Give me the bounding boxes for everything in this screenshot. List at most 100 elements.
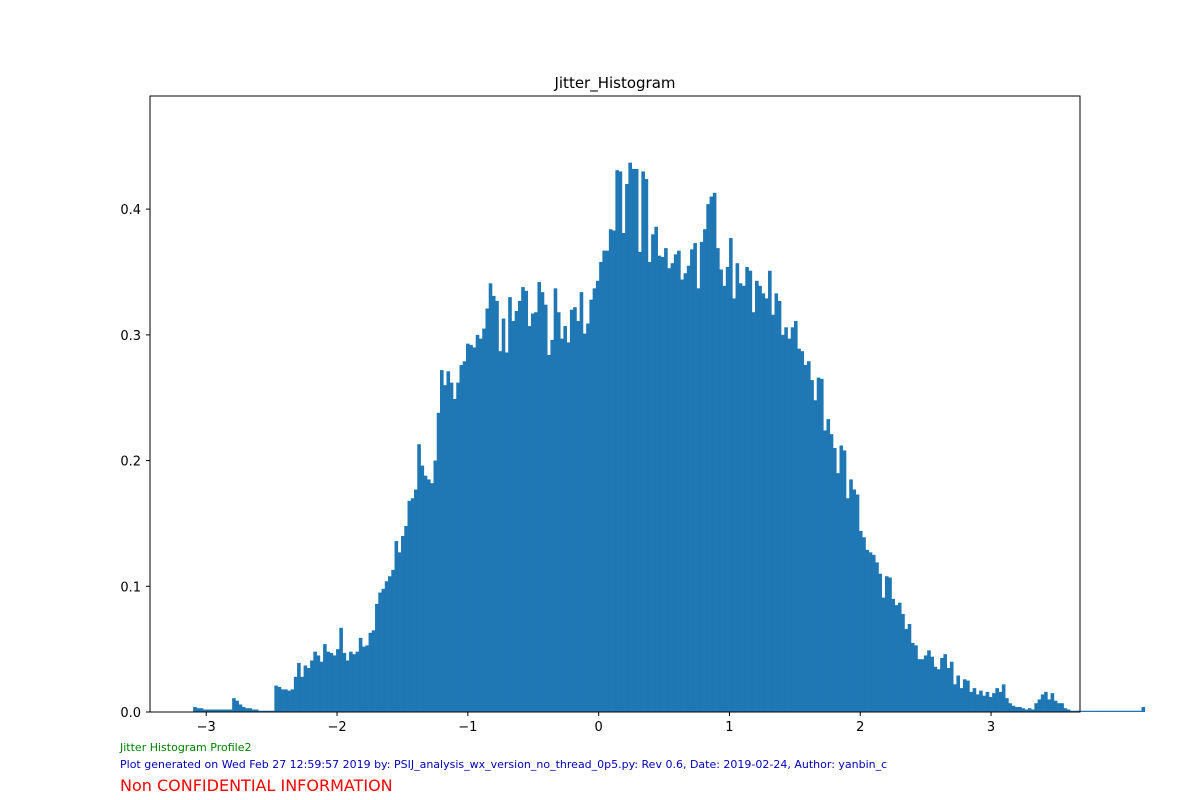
histogram-bar bbox=[375, 603, 379, 712]
histogram-bar bbox=[404, 525, 408, 712]
histogram-bar bbox=[245, 708, 249, 712]
histogram-bar bbox=[222, 709, 226, 712]
histogram-bar bbox=[625, 184, 629, 712]
histogram-bar bbox=[530, 313, 535, 712]
histogram-bar bbox=[1079, 710, 1084, 712]
histogram-bar bbox=[534, 312, 538, 712]
histogram-bar bbox=[884, 576, 889, 712]
histogram-bar bbox=[940, 657, 944, 712]
histogram-bar bbox=[654, 226, 658, 713]
histogram-bar bbox=[709, 196, 714, 712]
histogram-bar bbox=[673, 254, 678, 712]
x-tick-label: 2 bbox=[856, 720, 864, 735]
histogram-bar bbox=[992, 693, 996, 712]
histogram-bar bbox=[966, 680, 970, 712]
histogram-bar bbox=[488, 283, 493, 712]
histogram-bar bbox=[498, 351, 503, 712]
histogram-bar bbox=[943, 654, 948, 712]
histogram-bar bbox=[605, 250, 610, 712]
histogram-bar bbox=[339, 627, 343, 712]
histogram-bar bbox=[238, 704, 243, 712]
histogram-bar bbox=[586, 323, 590, 712]
histogram-bar bbox=[280, 689, 285, 712]
histogram-bar bbox=[638, 251, 642, 712]
histogram-bar bbox=[751, 312, 756, 712]
histogram-bar bbox=[745, 266, 749, 712]
histogram-bar bbox=[1057, 703, 1061, 712]
histogram-bar bbox=[388, 576, 392, 712]
histogram-bar bbox=[832, 448, 837, 712]
histogram-bar bbox=[959, 688, 964, 712]
histogram-bar bbox=[517, 300, 522, 712]
histogram-bar bbox=[284, 689, 288, 712]
histogram-bar bbox=[1034, 703, 1038, 712]
x-tick-label: −1 bbox=[458, 720, 477, 735]
histogram-bar bbox=[602, 250, 606, 712]
histogram-bar bbox=[631, 168, 636, 712]
chart-title: Jitter_Histogram bbox=[553, 74, 675, 93]
histogram-bar bbox=[1047, 699, 1051, 712]
histogram-bar bbox=[852, 489, 857, 712]
histogram-bar bbox=[927, 650, 931, 712]
histogram-bar bbox=[290, 689, 295, 712]
histogram-bar bbox=[595, 280, 600, 712]
histogram-bar bbox=[953, 684, 957, 712]
histogram-bar bbox=[1021, 708, 1025, 712]
histogram-bar bbox=[563, 326, 568, 712]
histogram-bar bbox=[703, 229, 707, 712]
histogram-bar bbox=[839, 445, 844, 712]
histogram-bar bbox=[277, 686, 282, 712]
histogram-bar bbox=[1138, 710, 1142, 712]
histogram-bar bbox=[949, 661, 954, 712]
histogram-bar bbox=[560, 338, 564, 712]
histogram-bar bbox=[1076, 710, 1081, 712]
histogram-bar bbox=[819, 378, 824, 712]
histogram-bar bbox=[1053, 700, 1058, 712]
histogram-bar bbox=[657, 255, 662, 712]
histogram-bar bbox=[612, 230, 616, 712]
histogram-bar bbox=[235, 700, 239, 712]
histogram-bar bbox=[342, 652, 347, 712]
histogram-bar bbox=[858, 530, 863, 712]
histogram-bar bbox=[894, 605, 899, 712]
histogram-bar bbox=[306, 668, 311, 712]
histogram-bar bbox=[712, 192, 717, 713]
histogram-bar bbox=[995, 688, 999, 712]
histogram-bar bbox=[988, 696, 993, 712]
histogram-bar bbox=[410, 498, 415, 712]
histogram-bar bbox=[871, 554, 876, 712]
histogram-bar bbox=[868, 552, 873, 712]
histogram-bar bbox=[384, 581, 389, 712]
histogram-bar bbox=[225, 709, 230, 712]
histogram-bar bbox=[716, 248, 720, 713]
histogram-bar bbox=[1102, 710, 1107, 712]
histogram-bar bbox=[972, 688, 977, 712]
histogram-bar bbox=[599, 261, 603, 712]
histogram-bar bbox=[527, 326, 532, 712]
histogram-bar bbox=[261, 710, 265, 712]
histogram-bar bbox=[1050, 693, 1055, 712]
histogram-bar bbox=[491, 295, 496, 712]
histogram-bar bbox=[764, 298, 769, 712]
histogram-bar bbox=[742, 285, 746, 712]
histogram-bar bbox=[1073, 710, 1077, 712]
histogram-bar bbox=[310, 660, 314, 712]
histogram-bar bbox=[316, 655, 321, 712]
histogram-bar bbox=[644, 178, 649, 713]
histogram-bar bbox=[722, 285, 727, 712]
histogram-bar bbox=[449, 382, 454, 712]
histogram-bar bbox=[329, 652, 334, 712]
histogram-bar bbox=[755, 280, 759, 712]
histogram-bar bbox=[1099, 710, 1103, 712]
histogram-bar bbox=[1083, 710, 1087, 712]
histogram-bar bbox=[540, 292, 545, 712]
histogram-bar bbox=[1001, 684, 1006, 712]
histogram-bar bbox=[696, 288, 701, 712]
histogram-bar bbox=[975, 694, 980, 712]
histogram-bar bbox=[826, 419, 831, 712]
histogram-bar bbox=[1024, 709, 1029, 712]
histogram-bar bbox=[651, 234, 655, 713]
histogram-bar bbox=[378, 592, 382, 712]
histogram-bar bbox=[933, 666, 938, 712]
histogram-bar bbox=[1135, 710, 1139, 712]
